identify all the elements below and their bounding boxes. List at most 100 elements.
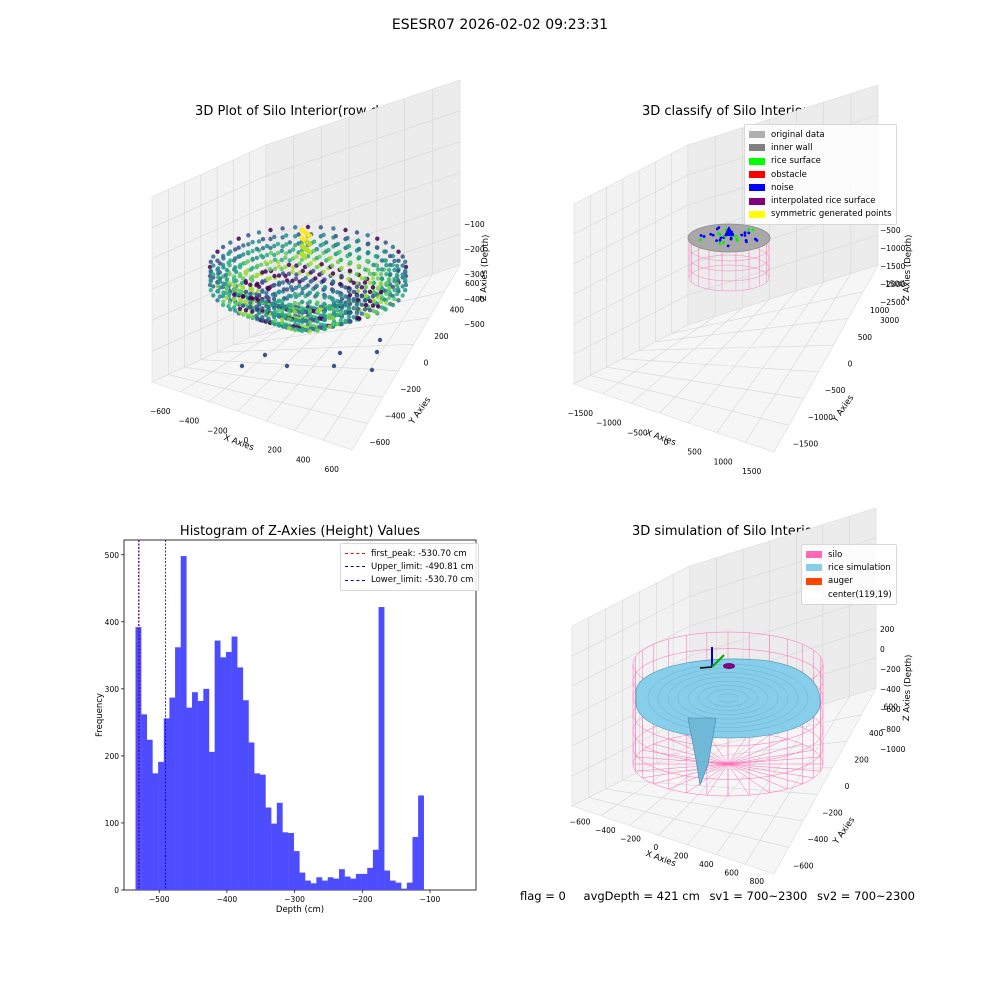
raw-point — [305, 224, 311, 230]
raw-point — [317, 254, 322, 259]
raw-point — [254, 274, 259, 279]
raw-point — [395, 286, 401, 292]
histogram-bar — [322, 880, 328, 890]
cls-point — [726, 244, 730, 248]
raw-point — [400, 284, 405, 289]
raw-point — [355, 297, 361, 303]
sv1-text: sv1 = 700~2300 — [709, 889, 808, 903]
raw-point — [329, 287, 335, 292]
cls-point — [717, 226, 721, 230]
raw-point — [386, 267, 392, 273]
cls-point — [722, 241, 725, 245]
legend-entry: Lower_limit: -530.70 cm — [345, 574, 474, 587]
legend-color-swatch — [749, 197, 765, 205]
raw-point — [346, 297, 352, 303]
sim-mesh-ring — [667, 672, 789, 724]
histogram-y-tick: 400 — [105, 618, 120, 627]
raw-point — [273, 293, 278, 298]
raw-point — [245, 250, 251, 255]
raw-point — [307, 308, 313, 313]
raw-point — [207, 282, 213, 288]
raw-point — [276, 312, 281, 317]
histogram-x-label: Depth (cm) — [276, 905, 324, 915]
raw-point — [246, 233, 251, 238]
raw-point — [250, 278, 255, 283]
histogram-bar — [248, 742, 255, 890]
raw-grid-line — [233, 317, 430, 346]
raw-point — [250, 256, 255, 262]
cls-z-tick: −2000 — [880, 280, 906, 289]
histogram-bar — [378, 607, 385, 890]
raw-grid-line — [200, 359, 399, 372]
raw-point — [367, 271, 373, 276]
avg-depth-text: avgDepth = 421 cm — [583, 889, 700, 903]
histogram-bar — [344, 876, 351, 890]
raw-point — [338, 318, 343, 323]
raw-outlier-point — [377, 337, 383, 343]
raw-point — [211, 254, 216, 259]
raw-point — [365, 258, 370, 264]
cls-z-tick: 3000 — [880, 316, 899, 325]
raw-point — [379, 285, 385, 291]
legend-entry: rice surface — [749, 155, 892, 168]
raw-point — [338, 281, 343, 287]
raw-point — [351, 280, 356, 285]
legend-label: Upper_limit: -490.81 cm — [371, 561, 474, 572]
raw-y-tick: 600 — [465, 279, 480, 288]
raw-point — [291, 256, 296, 261]
histogram-bar — [412, 837, 419, 890]
histogram-y-tick: 0 — [114, 886, 119, 895]
raw-point — [371, 298, 377, 304]
legend-label: symmetric generated points — [771, 209, 892, 220]
legend-label: original data — [771, 129, 825, 140]
cls-point — [699, 234, 703, 237]
raw-z-tick: −300 — [464, 270, 485, 279]
raw-point — [311, 268, 316, 274]
raw-point — [237, 306, 243, 311]
cls-point — [715, 239, 718, 242]
cls-grid-line — [655, 318, 849, 343]
raw-point — [367, 299, 373, 304]
raw-point — [300, 268, 305, 274]
flag-text: flag = 0 — [520, 889, 566, 903]
raw-point — [379, 267, 385, 272]
raw-point — [217, 270, 223, 275]
raw-point — [248, 305, 253, 310]
raw-z-tick: −200 — [464, 245, 485, 254]
raw-point — [268, 259, 274, 265]
raw-point — [246, 242, 251, 247]
legend-entry: silo — [806, 548, 892, 561]
raw-y-tick: −200 — [400, 385, 421, 394]
legend-entry: Upper_limit: -490.81 cm — [345, 560, 474, 573]
histogram-bar — [299, 872, 306, 890]
raw-point — [400, 263, 405, 268]
raw-point — [277, 280, 282, 285]
cls-point — [743, 234, 747, 237]
raw-point — [276, 321, 281, 326]
histogram-bar — [406, 882, 413, 890]
raw-point — [276, 273, 282, 278]
raw-point — [383, 240, 388, 245]
raw-point — [260, 298, 265, 303]
legend-entry: inner wall — [749, 141, 892, 154]
raw-point — [371, 280, 377, 286]
raw-point — [363, 302, 369, 308]
raw-point — [330, 279, 336, 284]
sim-silo-spoke — [727, 763, 770, 794]
raw-x-label: X Axies — [222, 433, 255, 453]
raw-point — [256, 302, 262, 307]
raw-point — [288, 285, 294, 290]
sim-x-tick: 0 — [653, 843, 658, 852]
sim-grid-line — [629, 729, 744, 826]
raw-point — [392, 276, 397, 282]
raw-point — [392, 267, 397, 273]
raw-outlier-point — [239, 363, 245, 369]
raw-point — [283, 264, 288, 269]
raw-point — [335, 241, 341, 247]
raw-point — [280, 308, 285, 313]
raw-point — [362, 289, 368, 294]
raw-point — [226, 304, 231, 309]
raw-point — [264, 252, 270, 258]
raw-point — [315, 300, 320, 305]
